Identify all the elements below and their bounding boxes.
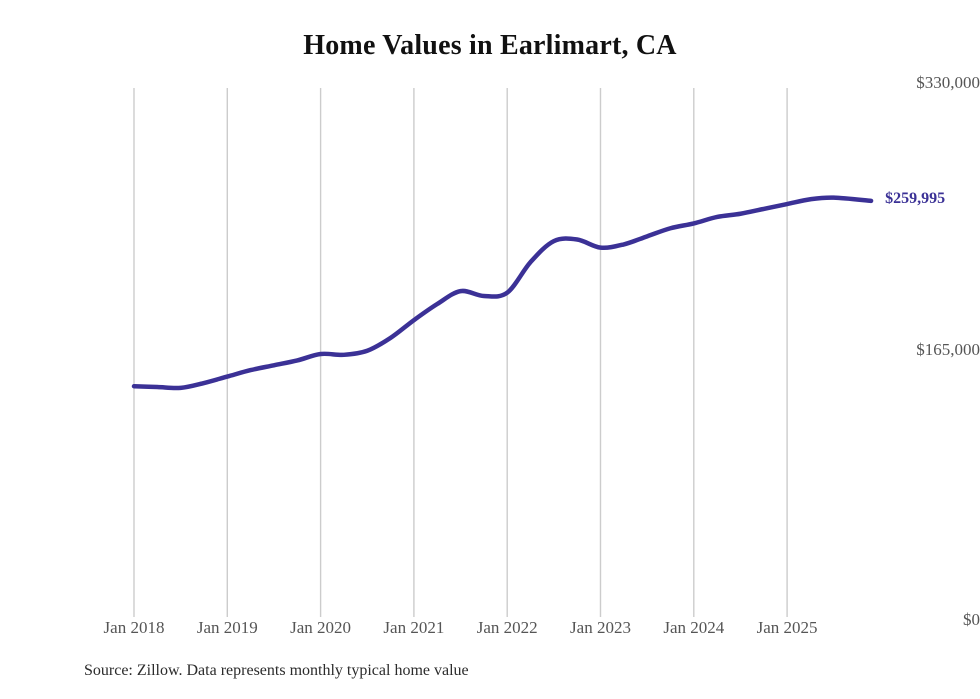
vertical-gridlines: [133, 88, 788, 617]
page-title: Home Values in Earlimart, CA: [303, 30, 677, 61]
end-value-annotation: $259,995: [885, 189, 946, 207]
x-axis-tick-label: Jan 2022: [476, 618, 538, 637]
x-axis-tick-label: Jan 2020: [290, 618, 352, 637]
x-axis-tick-label: Jan 2025: [756, 618, 818, 637]
y-axis-tick-label-middle: $165,000: [916, 340, 980, 359]
home-value-line-series: [131, 195, 874, 391]
y-axis-tick-label-bottom: $0: [963, 610, 980, 629]
x-axis-tick-label: Jan 2023: [570, 618, 631, 637]
y-axis-tick-label-top: $330,000: [916, 73, 980, 92]
source-note: Source: Zillow. Data represents monthly …: [84, 662, 469, 679]
x-axis-tick-label: Jan 2018: [103, 618, 165, 637]
x-axis-tick-label: Jan 2021: [383, 618, 445, 637]
x-axis-tick-label: Jan 2019: [196, 618, 258, 637]
x-axis-tick-label: Jan 2024: [663, 618, 725, 637]
